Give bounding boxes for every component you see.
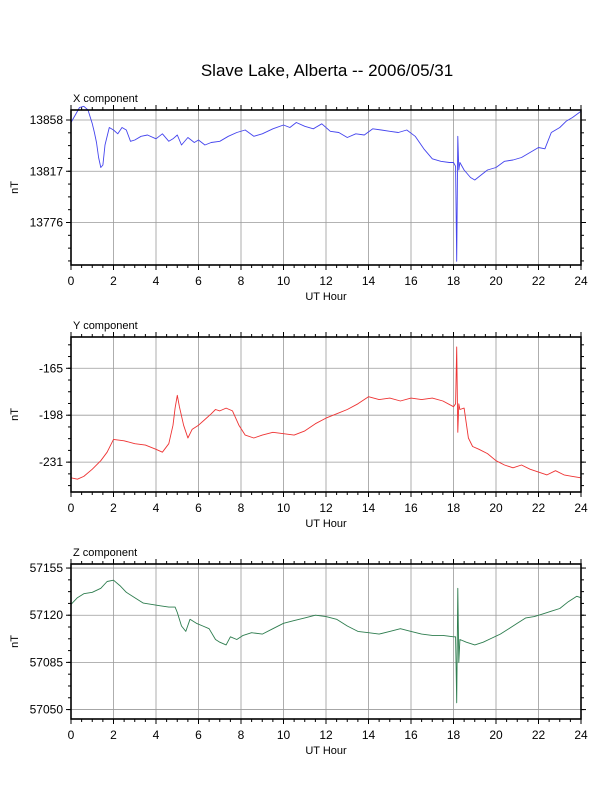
ytick-label-y: -198 bbox=[39, 408, 63, 422]
xtick-label-z: 0 bbox=[68, 728, 75, 742]
xtick-label-y: 12 bbox=[319, 501, 333, 515]
plot-frame-y bbox=[70, 336, 582, 493]
xtick-label-y: 4 bbox=[153, 501, 160, 515]
y-axis-label-z: nT bbox=[9, 635, 21, 648]
y-axis-label-y: nT bbox=[9, 408, 21, 421]
y-axis-label-x: nT bbox=[9, 181, 21, 194]
xtick-label-z: 22 bbox=[532, 728, 546, 742]
xtick-label-y: 20 bbox=[489, 501, 503, 515]
xtick-label-x: 14 bbox=[362, 274, 376, 288]
xtick-label-x: 8 bbox=[238, 274, 245, 288]
plot-frame-z bbox=[70, 563, 582, 720]
xtick-label-z: 6 bbox=[195, 728, 202, 742]
ytick-label-x: 13776 bbox=[30, 216, 64, 230]
xtick-label-y: 10 bbox=[277, 501, 291, 515]
xtick-label-x: 0 bbox=[68, 274, 75, 288]
panel-title-z: Z component bbox=[73, 547, 137, 559]
xtick-label-z: 2 bbox=[110, 728, 117, 742]
ytick-label-z: 57155 bbox=[30, 561, 64, 575]
xtick-label-z: 4 bbox=[153, 728, 160, 742]
xtick-label-x: 18 bbox=[447, 274, 461, 288]
xtick-label-y: 0 bbox=[68, 501, 75, 515]
xtick-label-y: 2 bbox=[110, 501, 117, 515]
xtick-label-x: 22 bbox=[532, 274, 546, 288]
ytick-label-x: 13858 bbox=[30, 113, 64, 127]
x-axis-label-x: UT Hour bbox=[305, 291, 347, 303]
ytick-label-y: -165 bbox=[39, 361, 63, 375]
xtick-label-y: 22 bbox=[532, 501, 546, 515]
xtick-label-z: 18 bbox=[447, 728, 461, 742]
x-axis-label-y: UT Hour bbox=[305, 518, 347, 530]
xtick-label-y: 14 bbox=[362, 501, 376, 515]
figure-title: Slave Lake, Alberta -- 2006/05/31 bbox=[201, 61, 453, 80]
series-line-y bbox=[70, 346, 582, 480]
xtick-label-z: 20 bbox=[489, 728, 503, 742]
xtick-label-x: 4 bbox=[153, 274, 160, 288]
xtick-label-x: 24 bbox=[574, 274, 588, 288]
panel-title-y: Y component bbox=[73, 320, 138, 332]
xtick-label-z: 24 bbox=[574, 728, 588, 742]
xtick-label-z: 12 bbox=[319, 728, 333, 742]
xtick-label-z: 14 bbox=[362, 728, 376, 742]
xtick-label-y: 16 bbox=[404, 501, 418, 515]
xtick-label-y: 8 bbox=[238, 501, 245, 515]
xtick-label-y: 24 bbox=[574, 501, 588, 515]
plot-frame-x bbox=[70, 109, 582, 266]
ytick-label-y: -231 bbox=[39, 455, 63, 469]
xtick-label-z: 10 bbox=[277, 728, 291, 742]
xtick-label-x: 6 bbox=[195, 274, 202, 288]
ytick-label-z: 57120 bbox=[30, 608, 64, 622]
ytick-label-z: 57085 bbox=[30, 655, 64, 669]
ytick-label-x: 13817 bbox=[30, 164, 64, 178]
xtick-label-y: 18 bbox=[447, 501, 461, 515]
xtick-label-x: 20 bbox=[489, 274, 503, 288]
xtick-label-x: 10 bbox=[277, 274, 291, 288]
x-axis-label-z: UT Hour bbox=[305, 745, 347, 757]
series-line-x bbox=[70, 105, 582, 262]
xtick-label-z: 8 bbox=[238, 728, 245, 742]
xtick-label-x: 2 bbox=[110, 274, 117, 288]
xtick-label-y: 6 bbox=[195, 501, 202, 515]
xtick-label-x: 16 bbox=[404, 274, 418, 288]
xtick-label-z: 16 bbox=[404, 728, 418, 742]
ytick-label-z: 57050 bbox=[30, 703, 64, 717]
panel-title-x: X component bbox=[73, 93, 138, 105]
xtick-label-x: 12 bbox=[319, 274, 333, 288]
series-line-z bbox=[70, 579, 582, 704]
